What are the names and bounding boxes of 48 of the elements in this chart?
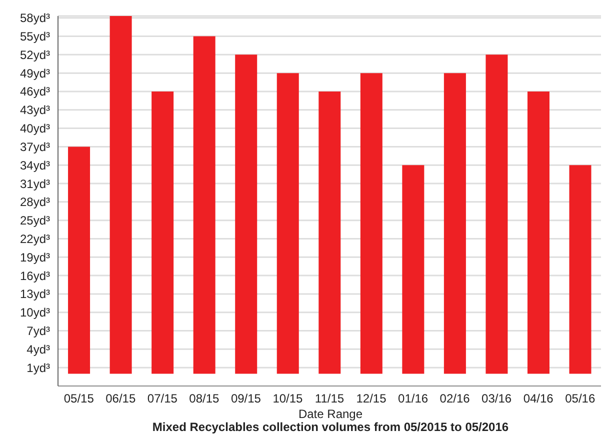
y-tick-label: 4yd³ [26, 342, 50, 356]
bar [193, 36, 216, 374]
x-tick-label: 07/15 [147, 392, 178, 406]
bar [68, 146, 90, 374]
y-tick-label: 25yd³ [20, 214, 50, 228]
bar [486, 54, 508, 374]
x-tick-label: 10/15 [272, 392, 304, 406]
x-tick-label: 05/15 [64, 392, 94, 406]
x-tick-label: 01/16 [398, 392, 428, 406]
y-tick-label: 19yd³ [20, 250, 50, 264]
bar [318, 91, 341, 374]
bar [444, 73, 466, 374]
bar [360, 73, 382, 374]
y-tick-label: 43yd³ [20, 103, 50, 118]
y-tick-label: 37yd³ [20, 140, 50, 154]
bar [527, 91, 550, 374]
y-tick-label: 16yd³ [20, 268, 50, 283]
y-tick-label: 55yd³ [20, 30, 50, 44]
bar [152, 91, 174, 374]
bar [569, 165, 592, 374]
bar [402, 165, 424, 374]
y-tick-label: 46yd³ [20, 84, 50, 99]
y-tick-label: 22yd³ [20, 232, 50, 246]
y-tick-label: 13yd³ [20, 287, 50, 302]
y-tick-label: 34yd³ [20, 158, 50, 172]
y-tick-label: 40yd³ [20, 122, 50, 136]
x-tick-label: 06/15 [106, 392, 136, 406]
y-tick-label: 1yd³ [26, 360, 50, 375]
y-tick-label: 7yd³ [26, 324, 50, 338]
y-tick-label: 31yd³ [20, 176, 50, 191]
y-tick-label: 49yd³ [20, 66, 50, 80]
y-tick-label: 52yd³ [20, 48, 50, 62]
x-tick-label: 12/15 [356, 392, 387, 406]
bar [276, 73, 299, 374]
x-tick-label: 11/15 [314, 392, 344, 406]
x-tick-label: 09/15 [230, 392, 262, 406]
y-tick-label: 28yd³ [20, 195, 50, 210]
bar [235, 54, 258, 374]
y-tick-label: 10yd³ [20, 306, 50, 320]
bar [110, 16, 132, 374]
x-tick-label: 08/15 [189, 392, 220, 406]
x-tick-label: 03/16 [482, 392, 512, 406]
x-axis-title: Date Range [297, 407, 364, 421]
text: Mixed Recyclables collection volumes from 05/2015 to 05/2016 [151, 420, 510, 434]
x-tick-label: 05/16 [565, 392, 596, 406]
x-tick-label: 02/16 [440, 392, 470, 406]
y-tick-label: 58yd³ [20, 11, 50, 26]
x-tick-label: 04/16 [523, 392, 554, 406]
